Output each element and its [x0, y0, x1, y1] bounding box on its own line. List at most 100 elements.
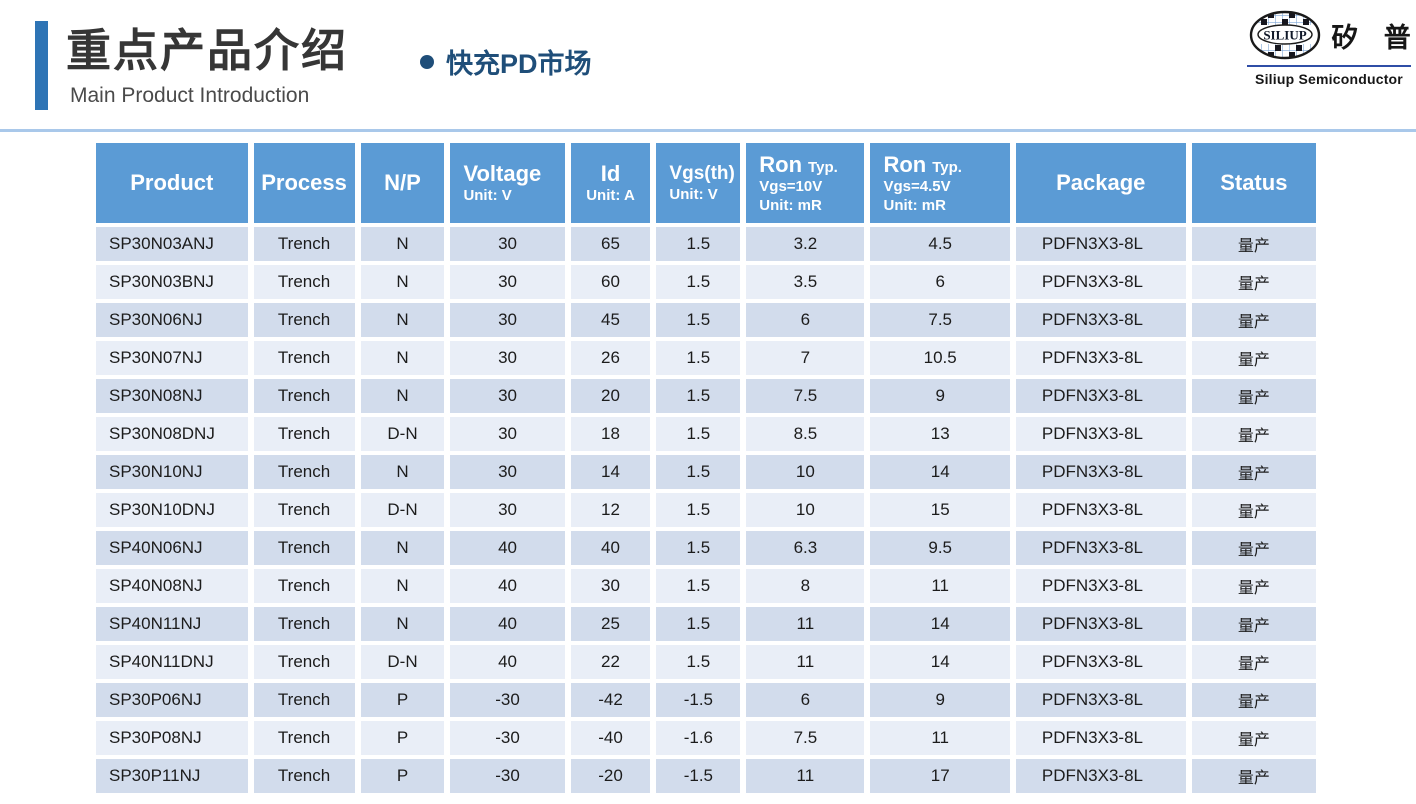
- table-cell: 9: [870, 379, 1010, 413]
- table-cell: P: [360, 683, 445, 717]
- market-tag: 快充PD市场: [420, 42, 592, 81]
- table-cell: 10.5: [870, 341, 1010, 375]
- col-header-label: Process: [261, 170, 347, 196]
- table-cell: SP30N08NJ: [96, 379, 248, 413]
- table-cell: 30: [450, 493, 565, 527]
- table-cell: N: [360, 303, 445, 337]
- table-cell: 40: [450, 531, 565, 565]
- table-row: SP30N06NJ Trench N 30 45 1.5 6 7.5 PDFN3X3-8L 量产: [96, 303, 1316, 337]
- col-header-ron-4v5: Ron Typ. Vgs=4.5V Unit: mR: [870, 143, 1010, 223]
- table-cell: PDFN3X3-8L: [1015, 227, 1186, 261]
- table-cell: 45: [570, 303, 651, 337]
- col-header-product: Product: [96, 143, 248, 223]
- table-cell: 6: [746, 303, 865, 337]
- table-cell: 26: [570, 341, 651, 375]
- col-header-package: Package: [1015, 143, 1186, 223]
- table-cell: Trench: [253, 379, 355, 413]
- bullet-icon: [420, 54, 434, 69]
- col-header-condition: Vgs=4.5V: [883, 178, 951, 195]
- table-cell: N: [360, 455, 445, 489]
- table-cell: PDFN3X3-8L: [1015, 721, 1186, 755]
- col-header-unit: Unit: V: [669, 185, 718, 203]
- table-cell: 30: [450, 455, 565, 489]
- table-cell: N: [360, 379, 445, 413]
- table-cell: 11: [746, 607, 865, 641]
- table-cell: 14: [870, 607, 1010, 641]
- table-cell: SP30N10NJ: [96, 455, 248, 489]
- table-cell: PDFN3X3-8L: [1015, 417, 1186, 451]
- table-cell: -1.6: [656, 721, 741, 755]
- table-cell: PDFN3X3-8L: [1015, 303, 1186, 337]
- table-cell: 30: [570, 569, 651, 603]
- table-cell: 30: [450, 265, 565, 299]
- col-header-unit: Unit: A: [586, 187, 635, 205]
- table-row: SP30N08NJ Trench N 30 20 1.5 7.5 9 PDFN3X3-8L 量产: [96, 379, 1316, 413]
- col-header-unit: Unit: mR: [759, 196, 822, 214]
- table-cell: 量产: [1191, 379, 1316, 413]
- table-cell: 量产: [1191, 721, 1316, 755]
- table-cell: Trench: [253, 759, 355, 793]
- table-cell: 1.5: [656, 455, 741, 489]
- col-header-np: N/P: [360, 143, 445, 223]
- table-cell: 40: [570, 531, 651, 565]
- table-cell: -1.5: [656, 759, 741, 793]
- table-cell: 量产: [1191, 227, 1316, 261]
- col-header-label: N/P: [384, 170, 421, 196]
- table-cell: 3.5: [746, 265, 865, 299]
- table-cell: 量产: [1191, 759, 1316, 793]
- col-header-label: Ron: [883, 151, 927, 177]
- table-row: SP40N06NJ Trench N 40 40 1.5 6.3 9.5 PDFN3X3-8L 量…: [96, 531, 1316, 565]
- table-header-row: Product Process N/P Voltage Unit: V Id U…: [96, 143, 1316, 223]
- table-cell: 17: [870, 759, 1010, 793]
- table-cell: Trench: [253, 227, 355, 261]
- table-cell: 40: [450, 607, 565, 641]
- table-row: SP30N07NJ Trench N 30 26 1.5 7 10.5 PDFN3X3-8L 量产: [96, 341, 1316, 375]
- table-cell: SP30N07NJ: [96, 341, 248, 375]
- table-cell: PDFN3X3-8L: [1015, 265, 1186, 299]
- col-header-ron-10v: Ron Typ. Vgs=10V Unit: mR: [746, 143, 865, 223]
- table-cell: 量产: [1191, 265, 1316, 299]
- col-header-label: Ron: [759, 151, 803, 177]
- col-header-voltage: Voltage Unit: V: [450, 143, 565, 223]
- table-cell: P: [360, 759, 445, 793]
- col-header-condition: Vgs=10V: [759, 178, 823, 195]
- table-cell: SP40N11DNJ: [96, 645, 248, 679]
- table-cell: -30: [450, 683, 565, 717]
- table-cell: 6.3: [746, 531, 865, 565]
- table-row: SP30P11NJ Trench P -30 -20 -1.5 11 17 PDFN3X3-8L…: [96, 759, 1316, 793]
- table-cell: 3.2: [746, 227, 865, 261]
- table-cell: PDFN3X3-8L: [1015, 569, 1186, 603]
- table-cell: 11: [870, 721, 1010, 755]
- col-header-label: Package: [1056, 170, 1146, 196]
- table-cell: PDFN3X3-8L: [1015, 531, 1186, 565]
- table-cell: D-N: [360, 493, 445, 527]
- table-cell: PDFN3X3-8L: [1015, 379, 1186, 413]
- table-cell: -30: [450, 721, 565, 755]
- table-cell: 15: [870, 493, 1010, 527]
- table-row: SP30N03ANJ Trench N 30 65 1.5 3.2 4.5 PDFN3X3-8L…: [96, 227, 1316, 261]
- table-cell: D-N: [360, 645, 445, 679]
- table-cell: 量产: [1191, 531, 1316, 565]
- table-cell: N: [360, 607, 445, 641]
- table-cell: SP30P08NJ: [96, 721, 248, 755]
- table-cell: -1.5: [656, 683, 741, 717]
- col-header-id: Id Unit: A: [570, 143, 651, 223]
- table-cell: SP30N03BNJ: [96, 265, 248, 299]
- table-cell: 量产: [1191, 683, 1316, 717]
- table-cell: 4.5: [870, 227, 1010, 261]
- table-cell: 7.5: [870, 303, 1010, 337]
- table-cell: 14: [870, 455, 1010, 489]
- table-cell: PDFN3X3-8L: [1015, 759, 1186, 793]
- table-cell: D-N: [360, 417, 445, 451]
- col-header-label: Status: [1220, 170, 1288, 196]
- table-cell: -40: [570, 721, 651, 755]
- table-cell: Trench: [253, 341, 355, 375]
- table-cell: 40: [450, 569, 565, 603]
- table-cell: Trench: [253, 569, 355, 603]
- table-cell: 7.5: [746, 721, 865, 755]
- table-cell: 18: [570, 417, 651, 451]
- table-cell: 1.5: [656, 531, 741, 565]
- table-cell: -30: [450, 759, 565, 793]
- title-accent-bar: [35, 21, 48, 110]
- table-cell: 30: [450, 227, 565, 261]
